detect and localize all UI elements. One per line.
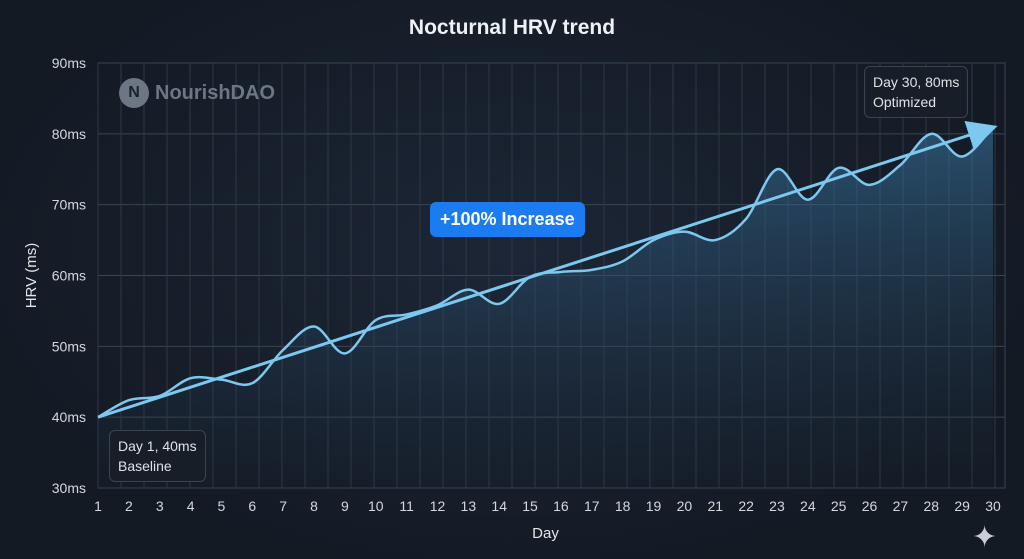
x-tick-label: 25 bbox=[831, 498, 847, 514]
x-tick-label: 15 bbox=[522, 498, 538, 514]
x-tick-label: 26 bbox=[862, 498, 878, 514]
start-annotation: Day 1, 40ms Baseline bbox=[109, 430, 206, 482]
end-annotation-value: Day 30, 80ms bbox=[873, 74, 960, 90]
x-tick-label: 3 bbox=[156, 498, 164, 514]
x-tick-label: 8 bbox=[310, 498, 318, 514]
area-fill bbox=[98, 126, 993, 488]
y-tick-label: 50ms bbox=[52, 338, 86, 354]
x-tick-label: 5 bbox=[218, 498, 226, 514]
x-tick-label: 28 bbox=[923, 498, 939, 514]
x-tick-label: 11 bbox=[399, 498, 414, 514]
x-tick-label: 2 bbox=[125, 498, 133, 514]
y-tick-label: 40ms bbox=[52, 409, 86, 425]
y-tick-label: 60ms bbox=[52, 268, 86, 284]
logo-icon: N bbox=[119, 78, 149, 108]
x-tick-label: 24 bbox=[800, 498, 816, 514]
end-annotation: Day 30, 80ms Optimized bbox=[864, 66, 969, 118]
x-tick-label: 19 bbox=[646, 498, 662, 514]
y-tick-label: 80ms bbox=[52, 126, 86, 142]
x-tick-label: 22 bbox=[738, 498, 754, 514]
x-tick-label: 20 bbox=[677, 498, 693, 514]
watermark-text: NourishDAO bbox=[155, 81, 275, 104]
y-tick-label: 70ms bbox=[52, 197, 86, 213]
start-annotation-value: Day 1, 40ms bbox=[118, 438, 197, 454]
y-tick-label: 30ms bbox=[52, 480, 86, 496]
increase-badge: +100% Increase bbox=[430, 202, 585, 237]
x-tick-label: 12 bbox=[430, 498, 446, 514]
end-annotation-label: Optimized bbox=[873, 94, 937, 110]
sparkle-icon: ✦ bbox=[972, 521, 998, 554]
x-tick-label: 18 bbox=[615, 498, 631, 514]
x-tick-label: 21 bbox=[707, 498, 723, 514]
x-tick-label: 10 bbox=[368, 498, 384, 514]
x-tick-label: 16 bbox=[553, 498, 569, 514]
chart-title: Nocturnal HRV trend bbox=[408, 16, 616, 39]
x-tick-label: 27 bbox=[893, 498, 909, 514]
x-tick-label: 23 bbox=[769, 498, 785, 514]
watermark-logo: N NourishDAO bbox=[119, 78, 275, 108]
start-annotation-label: Baseline bbox=[118, 458, 172, 474]
x-tick-label: 7 bbox=[279, 498, 287, 514]
y-tick-label: 90ms bbox=[52, 55, 86, 71]
x-tick-label: 29 bbox=[954, 498, 970, 514]
x-tick-label: 6 bbox=[248, 498, 256, 514]
x-tick-label: 9 bbox=[341, 498, 349, 514]
x-tick-label: 14 bbox=[491, 498, 507, 514]
x-axis-label: Day bbox=[532, 525, 559, 542]
x-tick-label: 17 bbox=[584, 498, 600, 514]
trend-arrow bbox=[97, 120, 998, 419]
x-tick-label: 1 bbox=[94, 498, 102, 514]
x-tick-label: 4 bbox=[187, 498, 195, 514]
x-tick-label: 13 bbox=[461, 498, 477, 514]
y-axis-label: HRV (ms) bbox=[23, 243, 40, 309]
x-tick-label: 30 bbox=[985, 498, 1001, 514]
